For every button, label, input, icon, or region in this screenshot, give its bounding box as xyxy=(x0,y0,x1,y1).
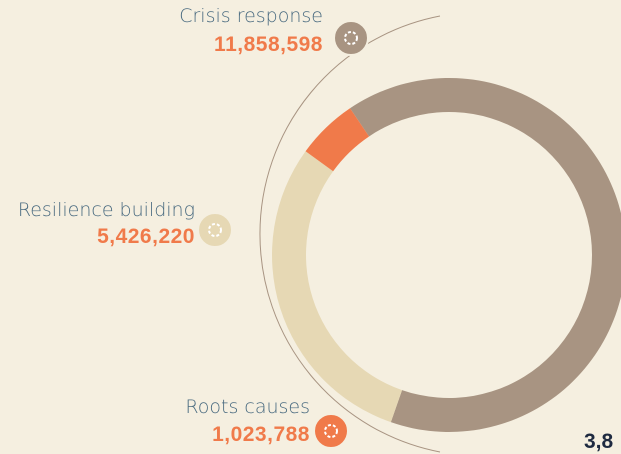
icon-glyph xyxy=(208,223,222,237)
value-label: 1,023,788 xyxy=(212,423,310,446)
total-fragment: 3,8 xyxy=(584,430,614,453)
category-label: Roots causes xyxy=(185,396,310,418)
value-label: 11,858,598 xyxy=(214,33,323,56)
category-icon xyxy=(197,212,233,248)
donut-segment xyxy=(305,108,370,172)
category-label: Resilience building xyxy=(18,199,195,221)
donut-segment xyxy=(271,151,403,423)
category-icon xyxy=(333,20,369,56)
donut xyxy=(271,78,621,432)
icon-glyph xyxy=(324,424,338,438)
donut-segment xyxy=(350,78,621,432)
labels: Crisis response 11,858,598 Resilience buil… xyxy=(18,5,369,449)
value-label: 5,426,220 xyxy=(97,225,195,248)
category-label: Crisis response xyxy=(179,5,323,27)
icon-glyph xyxy=(344,31,358,45)
category-icon xyxy=(313,413,349,449)
